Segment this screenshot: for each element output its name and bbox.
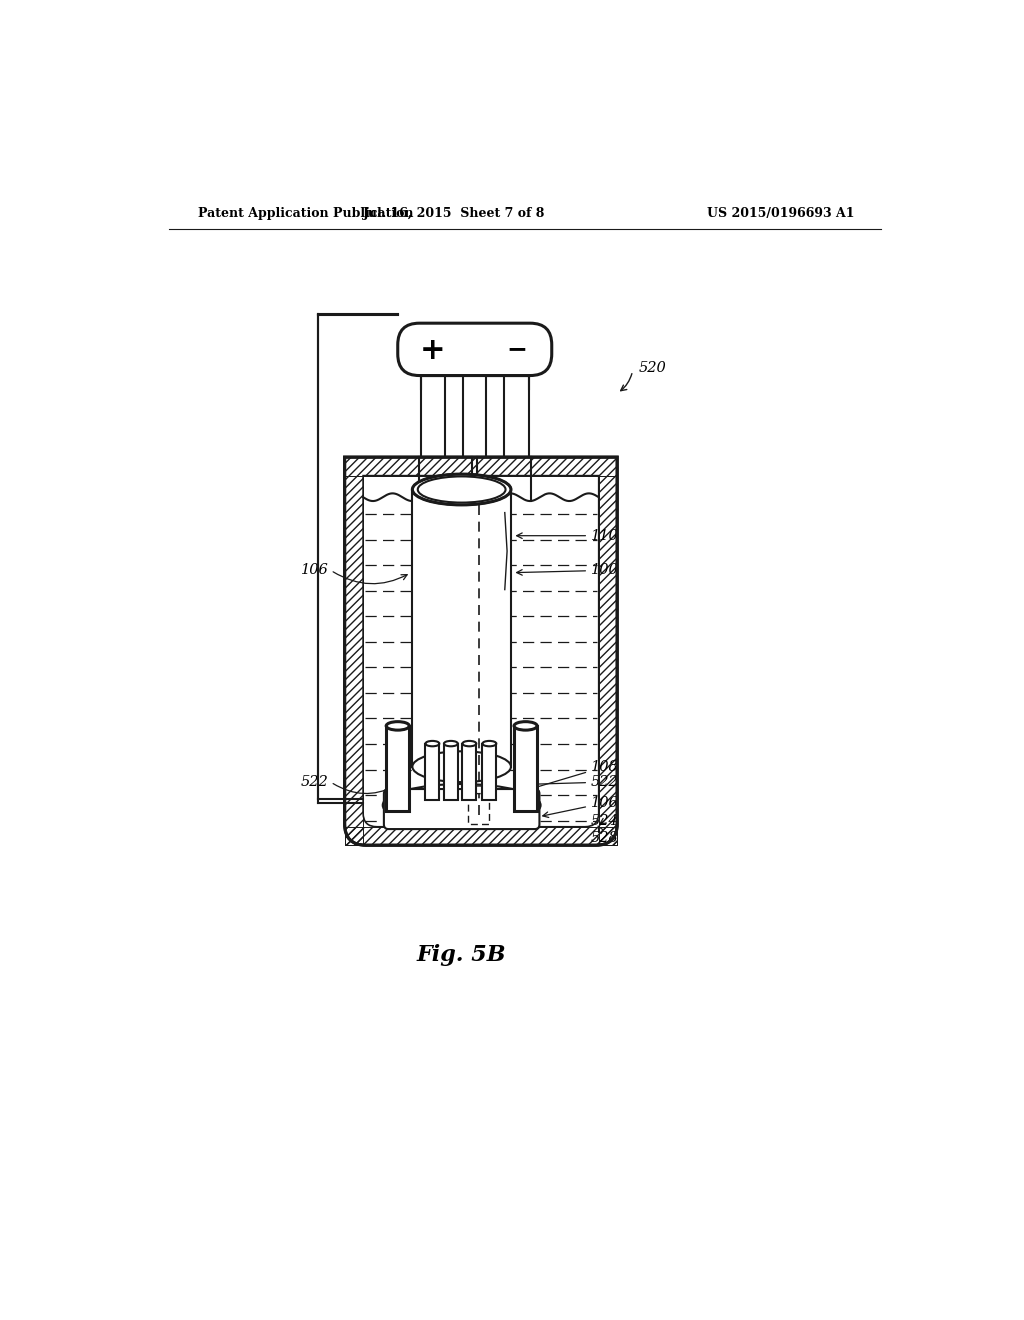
Text: +: + — [420, 337, 445, 366]
Polygon shape — [463, 743, 476, 800]
Text: −: − — [507, 338, 527, 362]
Ellipse shape — [425, 741, 439, 746]
Text: 522: 522 — [529, 775, 618, 789]
Polygon shape — [468, 789, 489, 825]
Ellipse shape — [468, 785, 489, 793]
Text: 524: 524 — [591, 813, 618, 828]
Ellipse shape — [482, 741, 497, 746]
PathPatch shape — [345, 457, 617, 845]
Text: 106: 106 — [301, 564, 329, 577]
Ellipse shape — [413, 751, 511, 781]
Polygon shape — [514, 726, 538, 810]
Ellipse shape — [514, 722, 538, 730]
Text: 520: 520 — [639, 360, 667, 375]
Polygon shape — [444, 743, 458, 800]
FancyBboxPatch shape — [397, 323, 552, 376]
Text: 110: 110 — [517, 529, 618, 543]
Text: 102: 102 — [432, 636, 460, 651]
Ellipse shape — [386, 722, 410, 730]
Text: Patent Application Publication: Patent Application Publication — [199, 207, 414, 220]
Ellipse shape — [383, 784, 541, 826]
Text: Fig. 5B: Fig. 5B — [417, 944, 507, 966]
Text: 108: 108 — [519, 760, 618, 793]
Text: 106: 106 — [543, 796, 618, 817]
Polygon shape — [425, 743, 439, 800]
Ellipse shape — [413, 474, 511, 504]
Text: Jul. 16, 2015  Sheet 7 of 8: Jul. 16, 2015 Sheet 7 of 8 — [362, 207, 545, 220]
Text: 528: 528 — [591, 826, 618, 845]
Polygon shape — [386, 726, 410, 810]
Text: 100: 100 — [517, 564, 618, 577]
Polygon shape — [413, 490, 511, 767]
Ellipse shape — [463, 741, 476, 746]
Text: US 2015/0196693 A1: US 2015/0196693 A1 — [707, 207, 854, 220]
FancyBboxPatch shape — [384, 789, 540, 829]
Polygon shape — [482, 743, 497, 800]
Text: 522: 522 — [301, 775, 329, 789]
Ellipse shape — [444, 741, 458, 746]
